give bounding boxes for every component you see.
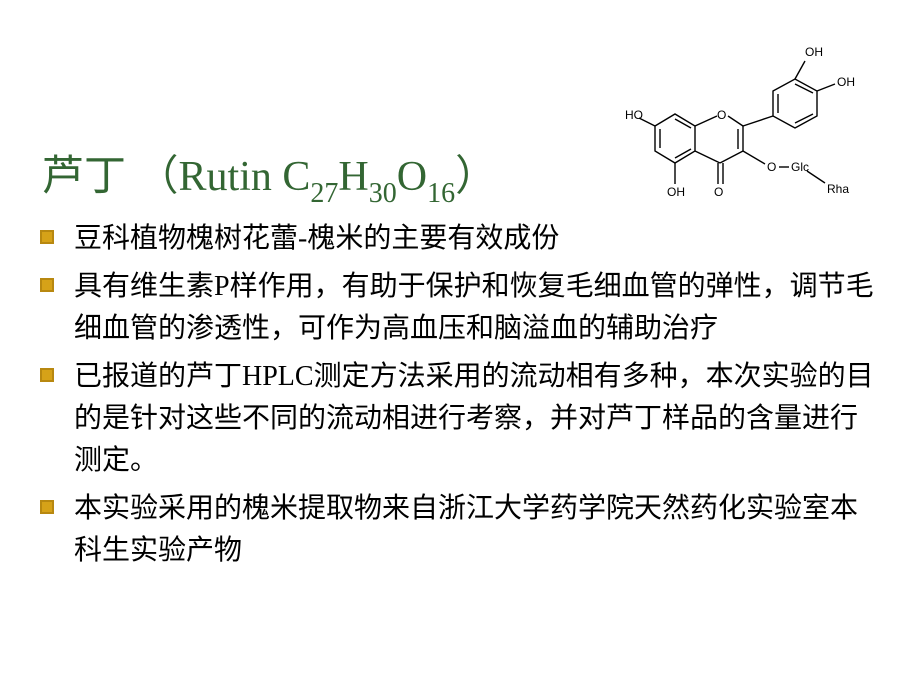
formula-c: C: [282, 154, 310, 200]
title-paren-open: （: [137, 154, 179, 200]
list-item: 已报道的芦丁HPLC测定方法采用的流动相有多种，本次实验的目的是针对这些不同的流…: [40, 356, 880, 482]
molecule-oh-5: OH: [667, 185, 685, 199]
list-item: 本实验采用的槐米提取物来自浙江大学药学院天然药化实验室本科生实验产物: [40, 488, 880, 572]
bullet-marker: [40, 368, 54, 382]
title-rutin: Rutin: [179, 154, 283, 200]
bullet-list: 豆科植物槐树花蕾-槐米的主要有效成份 具有维生素P样作用，有助于保护和恢复毛细血…: [40, 218, 880, 578]
title-paren-close: ）: [455, 154, 497, 200]
bullet-marker: [40, 278, 54, 292]
molecule-structure: O O OH HO OH OH O Glc Rha: [625, 6, 890, 216]
molecule-o-gly: O: [767, 160, 776, 174]
slide: O O OH HO OH OH O Glc Rha 芦丁 （Rutin C27H…: [0, 0, 920, 690]
formula-30: 30: [369, 178, 397, 209]
bullet-text: 豆科植物槐树花蕾-槐米的主要有效成份: [74, 218, 559, 260]
formula-o: O: [397, 154, 427, 200]
molecule-rha: Rha: [827, 182, 849, 196]
bullet-marker: [40, 500, 54, 514]
list-item: 豆科植物槐树花蕾-槐米的主要有效成份: [40, 218, 880, 260]
molecule-o-carbonyl: O: [714, 185, 723, 199]
formula-16: 16: [427, 178, 455, 209]
molecule-glc: Glc: [791, 160, 809, 174]
bullet-text: 已报道的芦丁HPLC测定方法采用的流动相有多种，本次实验的目的是针对这些不同的流…: [74, 356, 880, 482]
formula-h: H: [338, 154, 368, 200]
title-cn: 芦丁: [42, 154, 137, 200]
molecule-o-ring: O: [717, 108, 726, 122]
rutin-molecule-svg: O O OH HO OH OH O Glc Rha: [625, 6, 890, 216]
slide-title: 芦丁 （Rutin C27H30O16）: [42, 142, 497, 203]
bullet-marker: [40, 230, 54, 244]
list-item: 具有维生素P样作用，有助于保护和恢复毛细血管的弹性，调节毛细血管的渗透性，可作为…: [40, 266, 880, 350]
formula-27: 27: [310, 178, 338, 209]
molecule-oh-4p: OH: [837, 75, 855, 89]
bullet-text: 具有维生素P样作用，有助于保护和恢复毛细血管的弹性，调节毛细血管的渗透性，可作为…: [74, 266, 880, 350]
molecule-oh-3p: OH: [805, 45, 823, 59]
molecule-ho-7: HO: [625, 108, 643, 122]
bullet-text: 本实验采用的槐米提取物来自浙江大学药学院天然药化实验室本科生实验产物: [74, 488, 880, 572]
